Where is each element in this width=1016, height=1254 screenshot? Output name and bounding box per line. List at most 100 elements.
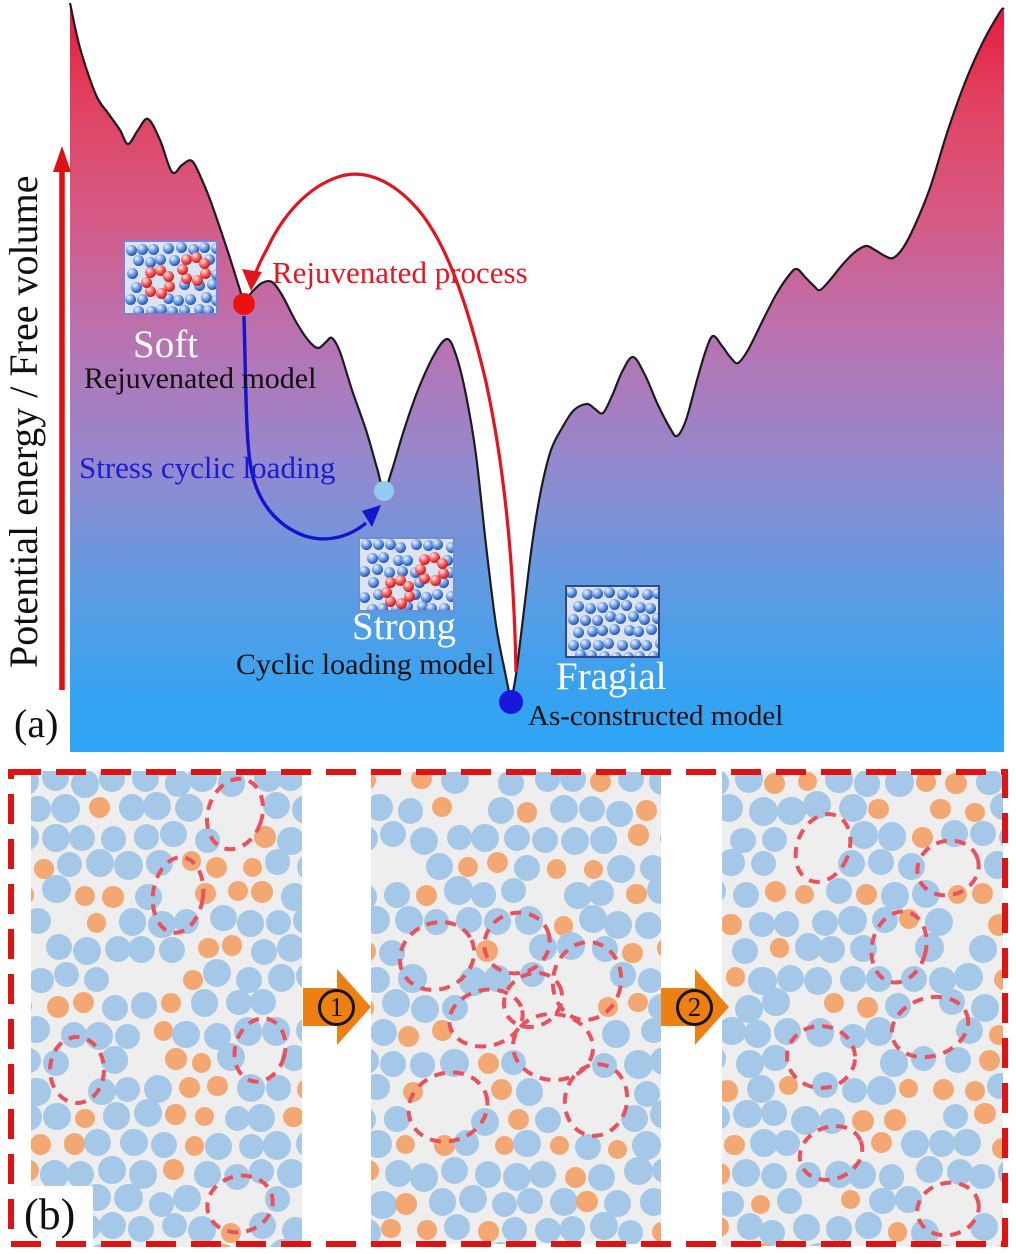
particle-blue <box>559 772 587 793</box>
particle-blue <box>531 826 558 854</box>
particle-blue <box>441 994 468 1021</box>
atom-sphere-blue <box>432 588 444 600</box>
panel-a-tag: (a) <box>14 701 59 746</box>
particle-blue <box>195 828 221 853</box>
particle-blue <box>251 939 278 966</box>
atom-sphere-blue <box>634 651 646 656</box>
particle-blue <box>839 965 866 992</box>
particle-orange <box>888 1222 908 1242</box>
particle-blue <box>371 794 393 821</box>
particle-blue <box>130 992 158 1019</box>
atom-sphere-red <box>419 573 431 585</box>
structure-rejuvenated <box>371 772 661 1244</box>
particle-blue <box>250 989 277 1016</box>
particle-blue <box>983 851 1003 879</box>
atom-sphere-blue <box>568 639 580 651</box>
particle-blue <box>885 771 914 797</box>
particle-blue <box>277 1159 302 1188</box>
particle-blue <box>384 1160 412 1187</box>
particle-orange <box>75 1108 95 1129</box>
particle-blue <box>425 852 454 881</box>
particle-orange <box>589 772 612 793</box>
particle-orange <box>868 798 889 820</box>
atom-sphere-red <box>384 577 396 589</box>
particle-blue <box>470 882 497 909</box>
particle-orange <box>72 991 95 1014</box>
particle-blue <box>604 911 633 940</box>
particle-orange <box>397 1025 420 1048</box>
particle-blue <box>119 794 146 821</box>
energy-landscape-svg <box>53 2 1005 752</box>
y-axis-label: Potential energy / Free volume <box>1 175 46 669</box>
particle-blue <box>114 1183 143 1213</box>
atom-sphere-blue <box>630 639 642 651</box>
particle-blue <box>647 876 661 904</box>
atom-sphere-blue <box>145 306 157 313</box>
particle-orange <box>415 885 437 907</box>
atom-sphere-red <box>145 286 157 298</box>
atom-sphere-blue <box>401 601 413 610</box>
particle-blue <box>805 1018 835 1047</box>
particle-blue <box>503 824 530 851</box>
atom-sphere-blue <box>377 602 389 610</box>
particle-blue <box>127 935 156 964</box>
particle-blue <box>118 908 147 936</box>
atom-sphere-blue <box>126 267 138 279</box>
particle-blue <box>101 826 127 852</box>
particle-orange <box>948 885 968 905</box>
atom-sphere-blue <box>602 638 614 650</box>
atom-sphere-blue <box>133 255 145 267</box>
particle-blue <box>31 1015 50 1043</box>
particle-blue <box>761 1163 787 1190</box>
particle-orange <box>477 1053 499 1075</box>
particle-blue <box>734 771 763 794</box>
particle-blue <box>143 792 171 820</box>
particle-blue <box>249 1211 277 1239</box>
particle-blue <box>516 1188 543 1215</box>
particle-orange <box>31 995 32 1017</box>
particle-blue <box>298 1245 302 1247</box>
particle-orange <box>381 1218 401 1239</box>
particle-blue <box>579 904 608 933</box>
particle-orange <box>416 1219 438 1241</box>
particle-orange <box>769 938 790 959</box>
particle-blue <box>146 849 173 877</box>
particle-blue <box>938 988 965 1015</box>
particle-blue <box>953 1128 981 1157</box>
atom-sphere-blue <box>596 602 608 614</box>
atom-sphere-blue <box>130 281 142 293</box>
atom-sphere-blue <box>652 613 658 624</box>
particle-orange <box>207 1075 229 1097</box>
atom-sphere-blue <box>651 587 658 599</box>
particle-blue <box>410 995 439 1024</box>
atom-sphere-blue <box>644 602 656 614</box>
particle-blue <box>188 771 218 792</box>
particle-blue <box>914 933 944 963</box>
particle-blue <box>969 1163 995 1190</box>
particle-blue <box>901 1130 929 1158</box>
particle-blue <box>470 1107 499 1136</box>
atom-sphere-red <box>199 257 211 269</box>
atom-sphere-blue <box>572 601 584 613</box>
particle-blue <box>61 1021 88 1048</box>
atom-sphere-blue <box>187 244 199 256</box>
atom-sphere-blue <box>654 638 658 650</box>
particle-blue <box>853 771 881 797</box>
particle-orange <box>989 1025 1003 1046</box>
atom-sphere-blue <box>647 650 658 656</box>
particle-blue <box>265 1075 292 1101</box>
particle-blue <box>384 1106 410 1132</box>
particle-blue <box>867 1076 896 1106</box>
particle-blue <box>174 793 203 823</box>
particle-blue <box>916 1156 944 1184</box>
particle-blue <box>762 1044 789 1072</box>
particle-blue <box>187 1215 216 1244</box>
atom-sphere-blue <box>148 243 160 255</box>
atom-sphere-blue <box>633 626 645 638</box>
particle-orange <box>486 851 509 874</box>
atom-sphere-red <box>155 288 167 300</box>
particle-orange <box>183 970 204 991</box>
atom-sphere-blue <box>425 602 437 610</box>
particle-blue <box>928 1130 956 1157</box>
atom-sphere-blue <box>167 305 179 313</box>
